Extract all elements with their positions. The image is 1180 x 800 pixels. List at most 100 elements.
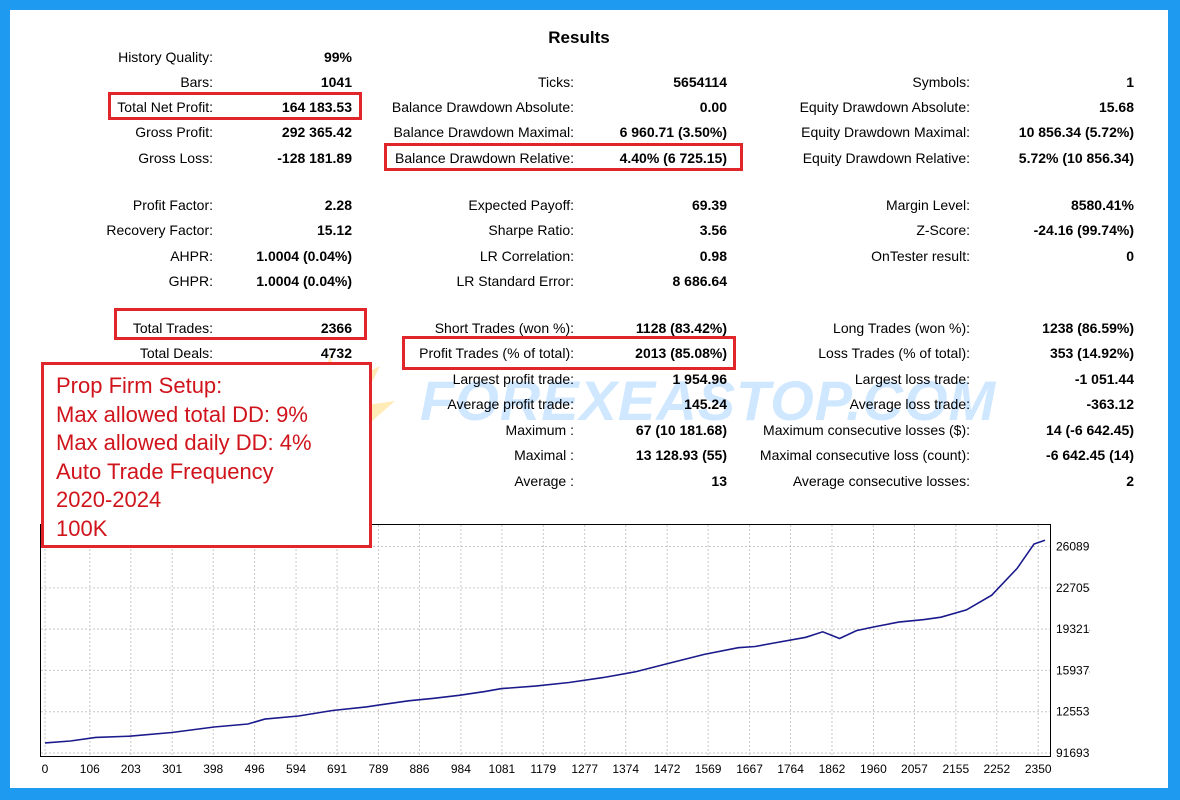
stat-value: 1041 <box>320 74 352 90</box>
stat-value: 1128 (83.42%) <box>635 320 727 336</box>
stat-label: Gross Loss: <box>138 150 213 166</box>
stat-label: Balance Drawdown Absolute: <box>391 99 574 115</box>
stat-value: 145.24 <box>684 396 727 412</box>
stat-value: 164 183.53 <box>281 99 352 115</box>
stat-label: Total Net Profit: <box>117 99 213 115</box>
stat-label: Sharpe Ratio: <box>488 222 574 238</box>
stat-label: LR Standard Error: <box>456 273 575 289</box>
stat-value: 13 <box>711 473 727 489</box>
x-tick-label: 2350 <box>1025 762 1052 776</box>
stat-value: -6 642.45 (14) <box>1046 447 1134 463</box>
x-tick-label: 594 <box>286 762 306 776</box>
x-tick-label: 1081 <box>489 762 516 776</box>
stat-label: Margin Level: <box>885 197 970 213</box>
stat-label: Gross Profit: <box>135 124 213 140</box>
stat-value: 1 <box>1126 74 1134 90</box>
stat-label: GHPR: <box>168 273 213 289</box>
note-line: 2020-2024 <box>56 487 162 512</box>
stat-value: 3.56 <box>699 222 727 238</box>
stat-label: Equity Drawdown Maximal: <box>801 124 970 140</box>
balance-chart: 0 106 203 301 398 496 594 691 789 886 984 1081 1179 1… <box>40 524 1090 778</box>
stat-label: Balance Drawdown Relative: <box>395 150 574 166</box>
stat-value: 10 856.34 (5.72%) <box>1018 124 1134 140</box>
stat-label: OnTester result: <box>871 248 970 264</box>
note-line: 100K <box>56 515 108 541</box>
stat-value: 2.28 <box>324 197 352 213</box>
stat-value: 1.0004 (0.04%) <box>256 248 352 264</box>
stat-value: 0 <box>1126 248 1134 264</box>
x-tick-label: 1667 <box>736 762 763 776</box>
x-tick-label: 1569 <box>695 762 722 776</box>
stat-label: Profit Trades (% of total): <box>419 345 574 361</box>
stat-value: 1238 (86.59%) <box>1042 320 1134 336</box>
x-tick-label: 2155 <box>942 762 969 776</box>
x-tick-label: 1277 <box>571 762 598 776</box>
stat-value: -128 181.89 <box>277 150 352 166</box>
y-tick-label: 227054 <box>1056 581 1090 595</box>
stat-value: 67 (10 181.68) <box>635 422 727 438</box>
stat-label: Average consecutive losses: <box>792 473 970 489</box>
stat-value: 8580.41% <box>1070 197 1134 213</box>
stat-value: 4732 <box>320 345 352 361</box>
stat-value: 1 954.96 <box>672 371 728 387</box>
stat-value: -24.16 (99.74%) <box>1033 222 1134 238</box>
stat-label: AHPR: <box>170 248 213 264</box>
stat-value: 6 960.71 (3.50%) <box>619 124 727 140</box>
x-tick-label: 203 <box>121 762 141 776</box>
y-tick-label: 91693 <box>1056 746 1090 760</box>
stat-label: LR Correlation: <box>479 248 574 264</box>
stat-label: Z-Score: <box>916 222 970 238</box>
x-tick-label: 0 <box>42 762 49 776</box>
x-tick-label: 691 <box>327 762 347 776</box>
x-tick-label: 984 <box>451 762 471 776</box>
prop-firm-note: Prop Firm Setup: Max allowed total DD: 9… <box>41 362 372 548</box>
stat-label: Average profit trade: <box>447 396 574 412</box>
x-tick-label: 1179 <box>530 762 556 776</box>
stat-value: 15.12 <box>316 222 352 238</box>
stat-label: Bars: <box>180 74 213 90</box>
y-tick-label: 125533 <box>1056 705 1090 719</box>
x-tick-label: 496 <box>245 762 265 776</box>
page-title: Results <box>548 28 610 47</box>
stat-value: 8 686.64 <box>672 273 728 289</box>
stat-value: 2013 (85.08%) <box>635 345 727 361</box>
stat-label: Maximal consecutive loss (count): <box>759 447 970 463</box>
stat-label: Maximum consecutive losses ($): <box>763 422 970 438</box>
stat-label: Profit Factor: <box>132 197 213 213</box>
stat-label: Balance Drawdown Maximal: <box>393 124 574 140</box>
highlight-balance-drawdown-relative <box>384 143 743 171</box>
x-tick-label: 301 <box>162 762 182 776</box>
x-tick-label: 398 <box>203 762 223 776</box>
x-tick-label: 106 <box>80 762 100 776</box>
stat-label: Ticks: <box>537 74 574 90</box>
x-tick-label: 1764 <box>777 762 804 776</box>
watermark-text: FOREXEASTOP.COM <box>420 369 997 432</box>
stat-label: Symbols: <box>912 74 970 90</box>
plot-frame <box>40 524 1051 757</box>
stat-label: Average : <box>514 473 574 489</box>
stat-label: Largest loss trade: <box>854 371 970 387</box>
note-line: Max allowed total DD: 9% <box>56 401 308 427</box>
results-panel: Results FOREXEASTOP.COM History Quality:… <box>10 10 1168 788</box>
stat-value: 99% <box>323 49 352 65</box>
stat-value: 4.40% (6 725.15) <box>619 150 727 166</box>
note-line: Prop Firm Setup: <box>56 373 223 398</box>
x-tick-label: 2252 <box>983 762 1010 776</box>
stat-value: 2 <box>1126 473 1134 489</box>
stat-label: Largest profit trade: <box>452 371 574 387</box>
stat-value: 5.72% (10 856.34) <box>1018 150 1134 166</box>
stat-value: 292 365.42 <box>281 124 352 140</box>
x-tick-label: 789 <box>368 762 388 776</box>
stat-value: 2366 <box>320 320 352 336</box>
stat-value: 0.98 <box>699 248 727 264</box>
stat-value: -363.12 <box>1086 396 1134 412</box>
note-line: Max allowed daily DD: 4% <box>56 430 312 455</box>
note-line: Auto Trade Frequency <box>56 458 274 484</box>
y-tick-label: 159374 <box>1056 663 1090 677</box>
x-tick-label: 2057 <box>901 762 928 776</box>
stat-value: 14 (-6 642.45) <box>1046 422 1134 438</box>
highlight-profit-trades <box>402 336 736 370</box>
stat-label: Maximum : <box>505 422 574 438</box>
balance-line <box>44 539 1046 744</box>
stat-label: Equity Drawdown Relative: <box>802 150 970 166</box>
